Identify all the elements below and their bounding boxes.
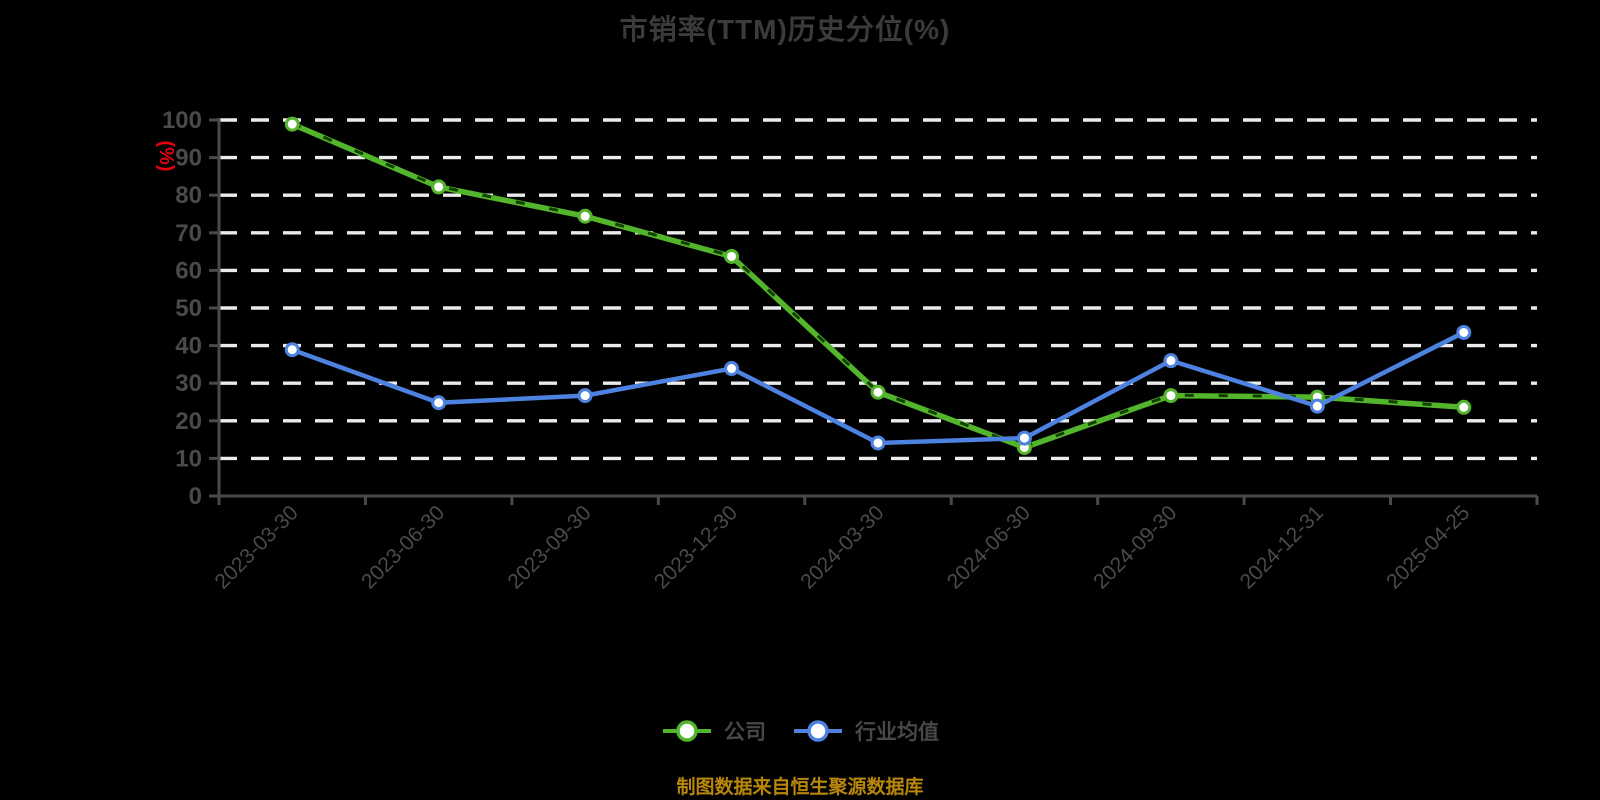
y-axis-unit-label: (%) — [155, 140, 177, 171]
x-tick-label: 2024-03-30 — [796, 501, 888, 593]
marker-company — [577, 208, 593, 224]
marker-industry — [431, 395, 447, 411]
chart-legend: 公司 行业均值 — [0, 716, 1600, 746]
marker-industry — [724, 361, 740, 377]
marker-company — [1456, 399, 1472, 415]
marker-industry — [870, 435, 886, 451]
marker-company — [724, 248, 740, 264]
x-tick-label: 2025-04-25 — [1382, 501, 1474, 593]
marker-company — [431, 179, 447, 195]
legend-circle-company — [676, 720, 698, 742]
y-tick-label: 0 — [189, 483, 202, 510]
marker-industry — [577, 388, 593, 404]
x-tick-label: 2023-06-30 — [357, 501, 449, 593]
y-tick-label: 50 — [175, 295, 202, 322]
marker-industry — [284, 342, 300, 358]
y-tick-label: 30 — [175, 370, 202, 397]
data-source-note: 制图数据来自恒生聚源数据库 — [676, 777, 924, 798]
legend-item-industry: 行业均值 — [792, 716, 939, 746]
legend-marker-company — [663, 720, 711, 742]
marker-industry — [1163, 353, 1179, 369]
y-tick-label: 100 — [162, 107, 202, 134]
legend-item-company: 公司 — [661, 716, 766, 746]
marker-industry — [1016, 430, 1032, 446]
y-tick-label: 10 — [175, 445, 202, 472]
marker-industry — [1456, 324, 1472, 340]
x-tick-label: 2023-03-30 — [211, 501, 303, 593]
x-tick-label: 2023-12-30 — [650, 501, 742, 593]
y-tick-label: 60 — [175, 257, 202, 284]
marker-company — [1163, 388, 1179, 404]
legend-circle-industry — [807, 720, 829, 742]
x-tick-label: 2024-06-30 — [943, 501, 1035, 593]
y-tick-label: 40 — [175, 333, 202, 360]
x-tick-label: 2024-09-30 — [1089, 501, 1181, 593]
x-tick-label: 2023-09-30 — [503, 501, 595, 593]
legend-label-industry: 行业均值 — [855, 721, 939, 744]
chart-title: 市销率(TTM)历史分位(%) — [619, 14, 951, 45]
y-tick-label: 80 — [175, 182, 202, 209]
marker-company — [870, 384, 886, 400]
marker-industry — [1309, 398, 1325, 414]
legend-label-company: 公司 — [724, 721, 766, 744]
legend-marker-industry — [794, 720, 842, 742]
y-tick-label: 70 — [175, 220, 202, 247]
series-dash-overlay-company — [291, 122, 1464, 449]
y-tick-label: 90 — [175, 145, 202, 172]
x-tick-label: 2024-12-31 — [1236, 501, 1328, 593]
y-tick-label: 20 — [175, 408, 202, 435]
marker-company — [284, 116, 300, 132]
